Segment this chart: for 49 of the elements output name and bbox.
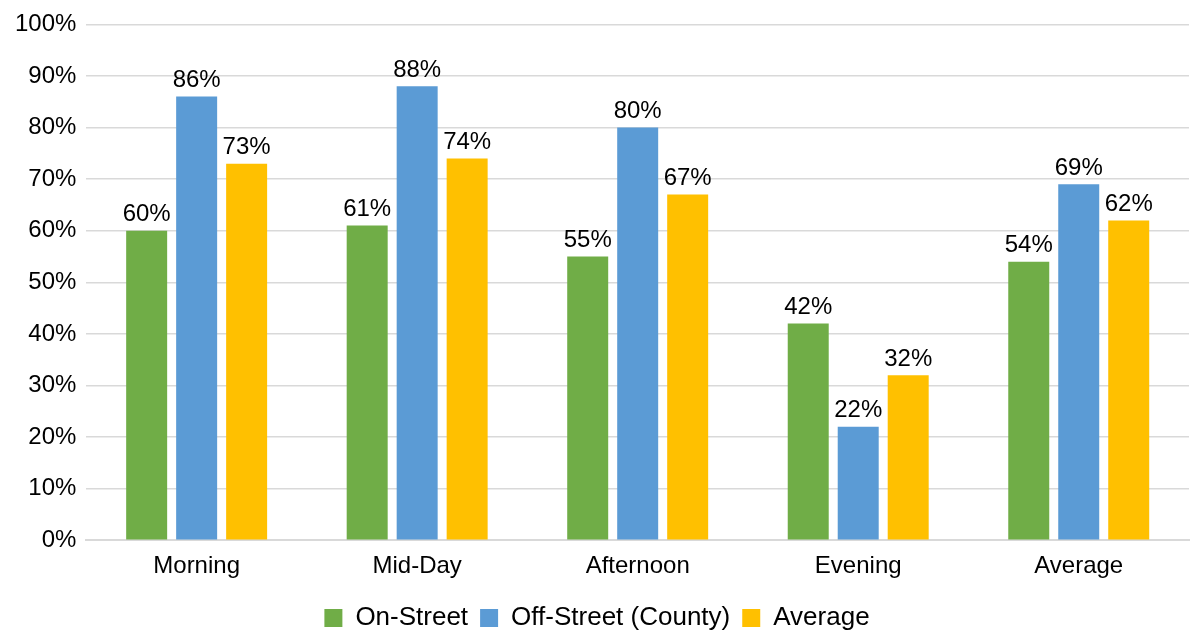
bar [176,96,218,540]
legend-label: On-Street [355,601,469,632]
data-label: 32% [884,343,933,371]
x-tick-label: Afternoon [585,551,690,579]
legend-label: Off-Street (County) [511,601,731,632]
y-tick-label: 10% [28,473,77,501]
x-tick-label: Morning [153,551,240,579]
y-tick-label: 70% [28,163,77,191]
bar [617,127,659,540]
data-label: 88% [393,54,442,82]
y-tick-label: 30% [28,370,77,398]
bar [787,323,829,540]
data-label: 61% [343,194,392,222]
bar [1058,184,1100,540]
data-label: 42% [784,292,833,320]
x-tick-label: Average [1034,551,1124,579]
data-label: 67% [663,163,712,191]
bar [396,86,438,540]
y-tick-label: 20% [28,421,77,449]
bar [446,158,488,540]
data-label: 86% [172,65,221,93]
x-tick-label: Mid-Day [372,551,462,579]
bar [567,256,609,540]
y-tick-label: 100% [14,9,77,37]
bar [346,225,388,540]
y-tick-label: 40% [28,318,77,346]
data-label: 69% [1054,152,1103,180]
data-label: 54% [1004,230,1053,258]
bar [126,230,168,540]
y-tick-label: 90% [28,60,77,88]
bar [1008,261,1050,540]
data-label: 22% [834,395,883,423]
y-tick-label: 0% [41,524,77,552]
data-label: 80% [613,96,662,124]
legend-label: Average [773,601,870,632]
data-label: 74% [443,127,492,155]
y-tick-label: 60% [28,215,77,243]
data-label: 73% [222,132,271,160]
y-tick-label: 50% [28,266,77,294]
data-label: 60% [122,199,171,227]
x-tick-label: Evening [814,551,902,579]
bar [667,194,709,540]
y-tick-label: 80% [28,112,77,140]
bar [837,426,879,540]
data-label: 55% [563,225,612,253]
data-label: 62% [1104,189,1153,217]
bar [226,163,268,540]
bar [887,375,929,540]
bar [1108,220,1150,540]
